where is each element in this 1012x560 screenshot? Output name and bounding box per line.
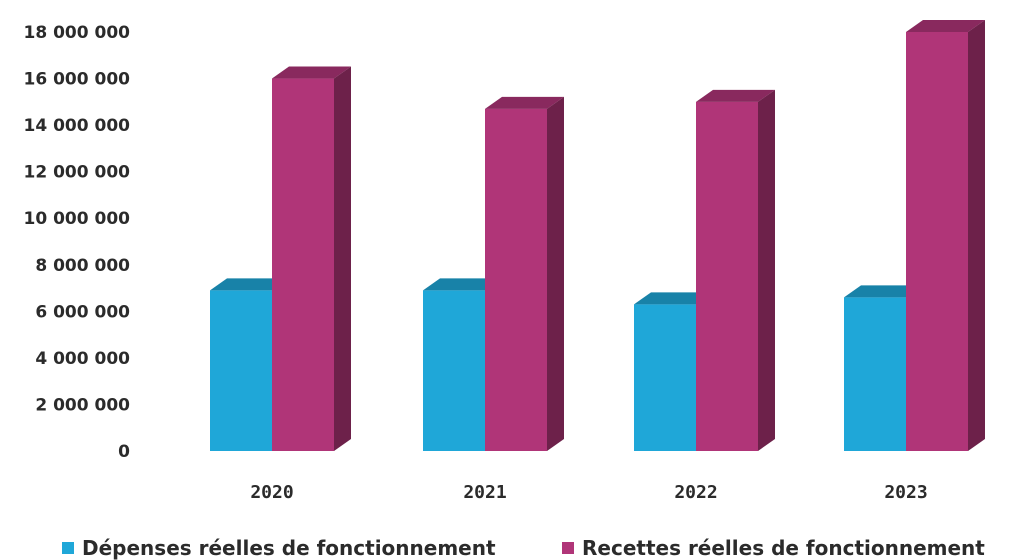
bar-side-face (334, 67, 351, 451)
bar (696, 90, 775, 451)
y-tick-label: 6 000 000 (35, 302, 130, 322)
bar-side-face (968, 20, 985, 451)
y-tick-label: 4 000 000 (35, 349, 130, 369)
bar-chart: 0 2 000 000 4 000 000 6 000 000 8 000 000 10 … (0, 0, 1012, 530)
bar-front-face (485, 109, 547, 451)
y-tick-label: 8 000 000 (35, 256, 130, 276)
bar-front-face (696, 102, 758, 451)
y-tick-label: 12 000 000 (24, 163, 131, 183)
y-tick-label: 2 000 000 (35, 395, 130, 415)
legend: Dépenses réelles de fonctionnement Recet… (0, 530, 1012, 558)
y-axis-labels: 0 2 000 000 4 000 000 6 000 000 8 000 000 10 … (24, 23, 131, 462)
bar (906, 20, 985, 451)
legend-item-recettes: Recettes réelles de fonctionnement (562, 536, 985, 560)
x-axis-labels: 2020 2021 2022 2023 (250, 482, 927, 503)
y-tick-label: 16 000 000 (24, 70, 131, 90)
x-tick-label: 2020 (250, 482, 293, 503)
bar-side-face (547, 97, 564, 451)
y-tick-label: 0 (118, 442, 130, 462)
legend-item-depenses: Dépenses réelles de fonctionnement (62, 536, 496, 560)
bar (485, 97, 564, 451)
bar-front-face (844, 297, 906, 451)
bars (210, 20, 985, 451)
legend-swatch-recettes (562, 542, 574, 554)
bar-front-face (210, 290, 272, 451)
x-tick-label: 2022 (674, 482, 717, 503)
bar-side-face (758, 90, 775, 451)
bar-front-face (272, 79, 334, 451)
bar-front-face (906, 32, 968, 451)
x-tick-label: 2021 (463, 482, 506, 503)
bar-front-face (423, 290, 485, 451)
y-tick-label: 18 000 000 (24, 23, 131, 43)
legend-label-depenses: Dépenses réelles de fonctionnement (82, 536, 496, 560)
y-tick-label: 14 000 000 (24, 116, 131, 136)
legend-swatch-depenses (62, 542, 74, 554)
legend-label-recettes: Recettes réelles de fonctionnement (582, 536, 985, 560)
y-tick-label: 10 000 000 (24, 209, 131, 229)
bar (272, 67, 351, 451)
x-tick-label: 2023 (884, 482, 927, 503)
bar-front-face (634, 304, 696, 451)
